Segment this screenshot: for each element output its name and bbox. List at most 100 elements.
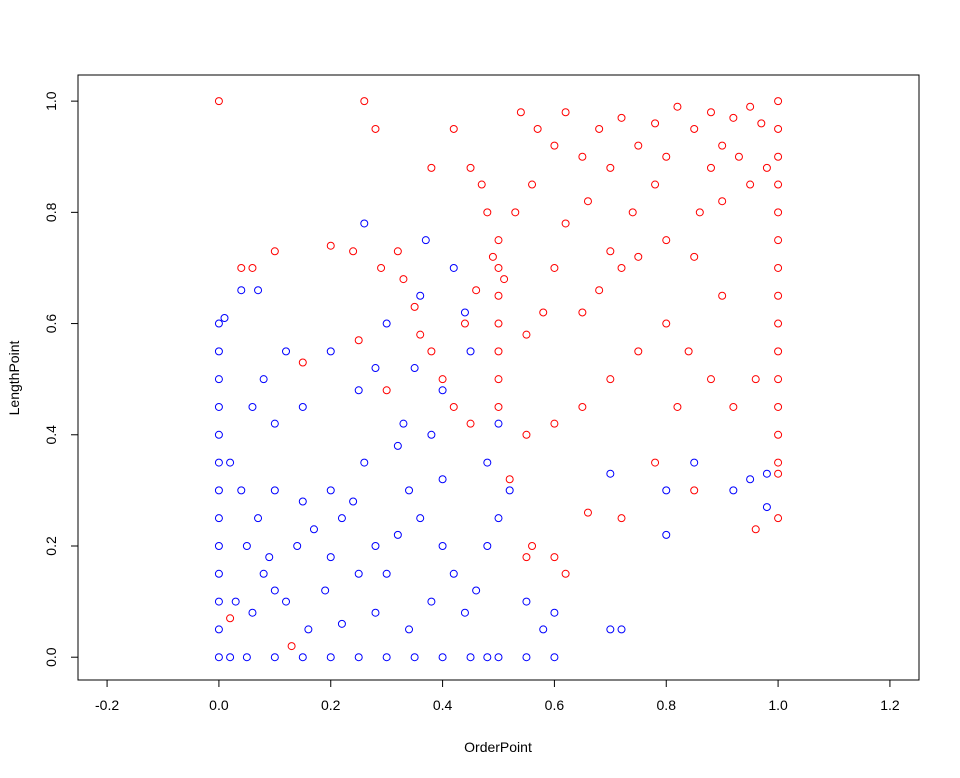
point	[774, 347, 783, 356]
point	[690, 486, 699, 495]
x-tick-label: 1.0	[768, 697, 788, 713]
point	[684, 347, 693, 356]
point	[309, 525, 318, 534]
point	[494, 402, 503, 411]
point	[214, 569, 223, 578]
point	[539, 625, 548, 634]
point	[438, 541, 447, 550]
y-axis-label: LengthPoint	[6, 341, 22, 416]
point	[578, 308, 587, 317]
point	[349, 497, 358, 506]
point	[214, 319, 223, 328]
point	[522, 553, 531, 562]
point	[617, 625, 626, 634]
point	[259, 569, 268, 578]
point	[500, 275, 509, 284]
point	[270, 586, 279, 595]
point	[259, 375, 268, 384]
point	[337, 514, 346, 523]
point	[254, 286, 263, 295]
point	[606, 163, 615, 172]
point	[337, 619, 346, 628]
x-tick-label: 0.0	[209, 697, 229, 713]
point	[371, 541, 380, 550]
point	[606, 247, 615, 256]
point	[214, 97, 223, 106]
point	[472, 286, 481, 295]
point	[528, 541, 537, 550]
point	[494, 319, 503, 328]
point	[460, 308, 469, 317]
point	[751, 525, 760, 534]
point	[550, 553, 559, 562]
point	[522, 430, 531, 439]
x-tick-label: 0.4	[433, 697, 453, 713]
point	[427, 430, 436, 439]
point	[595, 286, 604, 295]
point	[214, 597, 223, 606]
point	[746, 180, 755, 189]
point	[248, 402, 257, 411]
point	[214, 402, 223, 411]
point	[751, 375, 760, 384]
point	[270, 247, 279, 256]
point	[466, 347, 475, 356]
point	[583, 508, 592, 517]
point	[734, 152, 743, 161]
point	[282, 347, 291, 356]
point	[477, 180, 486, 189]
point	[494, 263, 503, 272]
x-tick-label: 0.8	[657, 697, 677, 713]
point	[774, 263, 783, 272]
point	[393, 247, 402, 256]
y-tick-label: 0.8	[43, 202, 59, 222]
point	[410, 653, 419, 662]
point	[237, 286, 246, 295]
point	[237, 486, 246, 495]
point	[729, 402, 738, 411]
point	[522, 653, 531, 662]
point	[293, 541, 302, 550]
y-tick-label: 1.0	[43, 91, 59, 111]
point	[617, 263, 626, 272]
point	[226, 614, 235, 623]
point	[606, 625, 615, 634]
point	[774, 152, 783, 161]
point	[673, 402, 682, 411]
point	[774, 402, 783, 411]
point	[522, 597, 531, 606]
point	[774, 291, 783, 300]
point	[466, 419, 475, 428]
point	[226, 458, 235, 467]
point	[254, 514, 263, 523]
point	[550, 419, 559, 428]
point	[718, 141, 727, 150]
point	[550, 263, 559, 272]
point	[494, 236, 503, 245]
point	[762, 503, 771, 512]
point	[242, 541, 251, 550]
point	[326, 486, 335, 495]
point	[360, 219, 369, 228]
point	[214, 514, 223, 523]
point	[427, 347, 436, 356]
point	[427, 597, 436, 606]
point	[706, 375, 715, 384]
point	[757, 119, 766, 128]
point	[226, 653, 235, 662]
point	[220, 314, 229, 323]
point	[214, 375, 223, 384]
point	[237, 263, 246, 272]
point	[729, 486, 738, 495]
point	[718, 291, 727, 300]
point	[494, 419, 503, 428]
point	[416, 330, 425, 339]
point	[472, 586, 481, 595]
point	[416, 291, 425, 300]
point	[393, 441, 402, 450]
point	[483, 208, 492, 217]
point	[561, 219, 570, 228]
point	[298, 358, 307, 367]
point	[287, 642, 296, 651]
